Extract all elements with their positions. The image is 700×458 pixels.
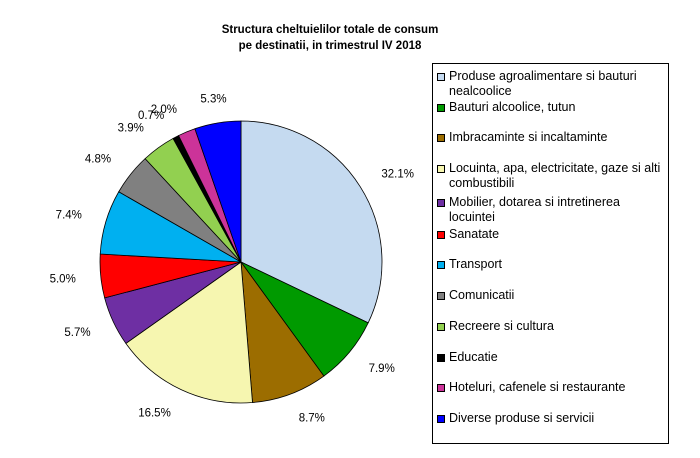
legend-item-8: Recreere si cultura [437, 319, 664, 334]
legend-swatch [437, 104, 445, 112]
legend-item-4: Mobilier, dotarea si intretinerea locuin… [437, 195, 664, 225]
pie-slice-3 [125, 261, 253, 404]
legend-label: Comunicatii [449, 288, 515, 302]
legend-item-7: Comunicatii [437, 288, 664, 303]
legend-item-3: Locuinta, apa, electricitate, gaze si al… [437, 161, 664, 191]
legend-label: Educatie [449, 350, 498, 364]
legend-label: Hoteluri, cafenele si restaurante [449, 380, 626, 394]
slice-value-label-5: 5.0% [50, 274, 76, 286]
legend-label: Mobilier, dotarea si intretinerea locuin… [449, 195, 620, 224]
legend-swatch [437, 261, 445, 269]
legend-item-6: Transport [437, 257, 664, 272]
slice-value-label-10: 2.0% [151, 104, 177, 116]
pie-slice-0 [240, 120, 383, 324]
slice-value-label-11: 5.3% [200, 93, 226, 105]
legend-swatch [437, 134, 445, 142]
legend-swatch [437, 199, 445, 207]
slice-value-label-9: 0.7% [138, 110, 164, 122]
slice-value-label-0: 32.1% [381, 169, 414, 181]
legend-swatch [437, 354, 445, 362]
slice-value-label-7: 4.8% [85, 154, 111, 166]
legend-item-11: Diverse produse si servicii [437, 411, 664, 426]
slice-value-label-3: 16.5% [138, 407, 171, 419]
legend-label: Locuinta, apa, electricitate, gaze si al… [449, 161, 661, 190]
legend-label: Sanatate [449, 227, 500, 241]
legend-swatch [437, 165, 445, 173]
chart-title-line-1: Structura cheltuielilor totale de consum [221, 24, 439, 36]
legend-item-2: Imbracaminte si incaltaminte [437, 130, 664, 145]
legend-label: Recreere si cultura [449, 319, 554, 333]
slice-value-label-4: 5.7% [64, 327, 90, 339]
legend-label: Imbracaminte si incaltaminte [449, 130, 608, 144]
slice-value-label-1: 7.9% [369, 363, 395, 375]
legend-swatch [437, 384, 445, 392]
legend-label: Produse agroalimentare si bauturi nealco… [449, 69, 637, 98]
chart-legend: Produse agroalimentare si bauturi nealco… [432, 63, 669, 444]
pie-slice-11 [194, 120, 242, 263]
legend-swatch [437, 323, 445, 331]
legend-label: Diverse produse si servicii [449, 411, 595, 425]
legend-swatch [437, 73, 445, 81]
chart-title: Structura cheltuielilor totale de consum… [180, 22, 480, 54]
legend-item-10: Hoteluri, cafenele si restaurante [437, 380, 664, 395]
legend-label: Transport [449, 257, 503, 271]
legend-swatch [437, 415, 445, 423]
legend-swatch [437, 231, 445, 239]
chart-title-line-2: pe destinatii, in trimestrul IV 2018 [238, 40, 422, 52]
legend-label: Bauturi alcoolice, tutun [449, 100, 576, 114]
slice-value-label-6: 7.4% [56, 210, 82, 222]
slice-value-label-2: 8.7% [299, 413, 325, 425]
legend-item-1: Bauturi alcoolice, tutun [437, 100, 664, 115]
legend-item-0: Produse agroalimentare si bauturi nealco… [437, 69, 664, 99]
slice-value-label-8: 3.9% [118, 122, 144, 134]
legend-item-5: Sanatate [437, 227, 664, 242]
legend-item-9: Educatie [437, 350, 664, 365]
legend-swatch [437, 292, 445, 300]
